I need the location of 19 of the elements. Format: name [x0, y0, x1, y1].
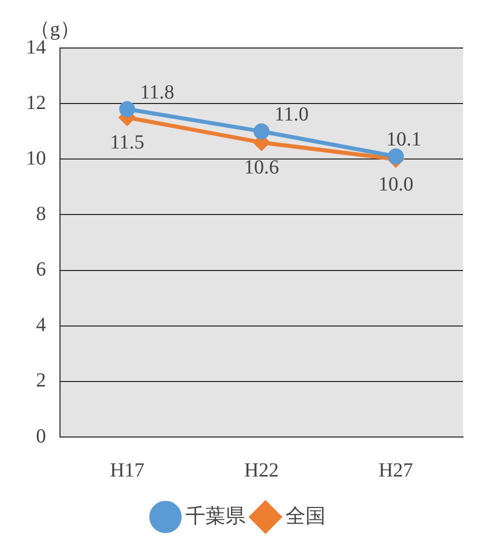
data-label: 10.0: [378, 173, 414, 196]
data-label: 11.0: [274, 104, 309, 126]
legend-label: 千葉県: [186, 505, 246, 528]
data-label: 10.6: [244, 156, 279, 179]
y-tick-label: 0: [36, 425, 46, 448]
y-tick-label: 8: [36, 202, 46, 225]
data-label: 11.8: [140, 81, 174, 104]
x-tick-label: H27: [378, 459, 414, 482]
x-tick-label: H22: [244, 459, 279, 482]
legend-label: 全国: [286, 505, 326, 528]
y-tick-label: 10: [26, 147, 46, 170]
y-tick-label: 6: [36, 258, 46, 281]
data-label: 11.5: [110, 132, 144, 154]
y-tick-label: 12: [26, 92, 46, 114]
y-tick-label: 4: [36, 314, 46, 336]
data-label: 10.1: [386, 128, 422, 151]
y-tick-label: 2: [36, 370, 46, 392]
y-axis-title: （g）: [30, 18, 80, 40]
x-tick-label: H17: [110, 459, 144, 482]
